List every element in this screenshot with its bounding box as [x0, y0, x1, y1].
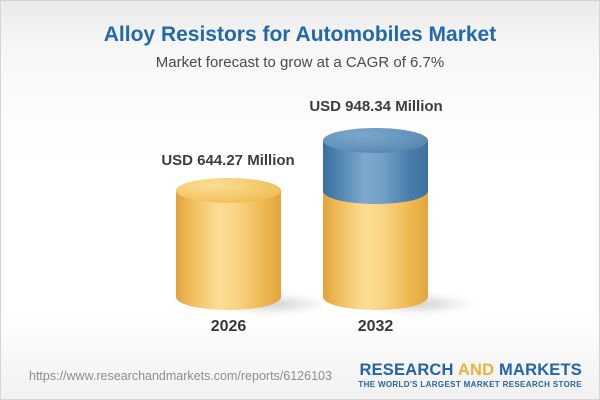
bar-2026: [176, 178, 329, 314]
research-and-markets-logo: RESEARCH AND MARKETS THE WORLD'S LARGEST…: [358, 361, 582, 389]
bar-2026-top-cap: [176, 178, 281, 203]
logo-wordmark: RESEARCH AND MARKETS: [358, 361, 582, 379]
report-url: https://www.researchandmarkets.com/repor…: [29, 369, 332, 383]
bar-2032-base-segment: [323, 190, 428, 310]
bar-2032-top-cap: [323, 128, 428, 153]
bar-2026-base-segment: [176, 190, 281, 310]
logo-word-and: AND: [457, 361, 495, 379]
x-axis-label-2032: 2032: [357, 318, 394, 335]
value-label-2026: USD 644.27 Million: [161, 152, 295, 169]
logo-tagline: THE WORLD'S LARGEST MARKET RESEARCH STOR…: [358, 380, 582, 390]
chart-subtitle: Market forecast to grow at a CAGR of 6.7…: [155, 54, 445, 71]
chart-title: Alloy Resistors for Automobiles Market: [103, 23, 497, 46]
logo-word-markets: MARKETS: [499, 361, 582, 379]
value-label-2032: USD 948.34 Million: [309, 98, 443, 115]
x-axis-label-2026: 2026: [210, 318, 247, 335]
logo-word-research: RESEARCH: [359, 361, 454, 379]
bar-2032: [323, 128, 476, 314]
